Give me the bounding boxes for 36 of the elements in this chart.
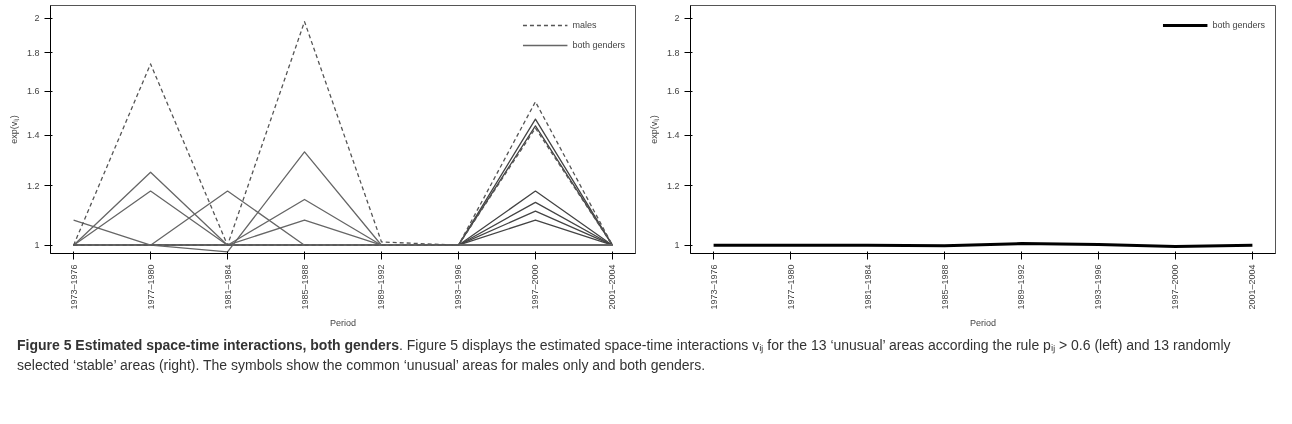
x-tick-label: 1985–1988 [299, 264, 310, 310]
y-tick-label: 1.6 [26, 86, 40, 97]
y-tick-label: 1.8 [666, 47, 680, 58]
y-axis-title: exp(vᵢⱼ) [648, 115, 660, 144]
x-tick-label: 1997–2000 [530, 264, 541, 310]
x-tick-label: 1977–1980 [785, 264, 796, 310]
y-tick-label: 1.2 [26, 180, 40, 191]
legend-label: males [572, 20, 597, 30]
text: Figure 5 Estimated space-time interactions, both genders [17, 337, 399, 353]
x-tick-label: 1989–1992 [1016, 264, 1027, 310]
legend-label: both genders [1212, 20, 1265, 30]
x-tick-label: 1981–1984 [222, 264, 233, 310]
y-tick-label: 2 [34, 13, 40, 24]
y-axis-title: exp(vᵢⱼ) [8, 115, 20, 144]
x-tick-label: 1973–1976 [708, 264, 719, 310]
y-tick-label: 1.6 [666, 86, 680, 97]
x-tick-label: 1989–1992 [376, 264, 387, 310]
x-tick-label: 1981–1984 [862, 264, 873, 310]
y-tick-label: 1.4 [666, 130, 680, 141]
x-tick-label: 1993–1996 [453, 264, 464, 310]
x-tick-label: 2001–2004 [607, 264, 618, 310]
y-tick-label: 1.8 [26, 47, 40, 58]
x-tick-label: 1997–2000 [1170, 264, 1181, 310]
legend-label: both genders [572, 40, 625, 50]
x-tick-label: 1977–1980 [145, 264, 156, 310]
y-tick-label: 1 [674, 240, 680, 251]
x-tick-label: 2001–2004 [1247, 264, 1258, 310]
x-tick-label: 1985–1988 [939, 264, 950, 310]
x-axis-title: Period [969, 317, 997, 328]
x-axis-title: Period [329, 317, 357, 328]
x-tick-label: 1993–1996 [1093, 264, 1104, 310]
y-tick-label: 1.4 [26, 130, 40, 141]
y-tick-label: 1 [34, 240, 40, 251]
y-tick-label: 1.2 [666, 180, 680, 191]
x-tick-label: 1973–1976 [68, 264, 79, 310]
y-tick-label: 2 [674, 13, 680, 24]
